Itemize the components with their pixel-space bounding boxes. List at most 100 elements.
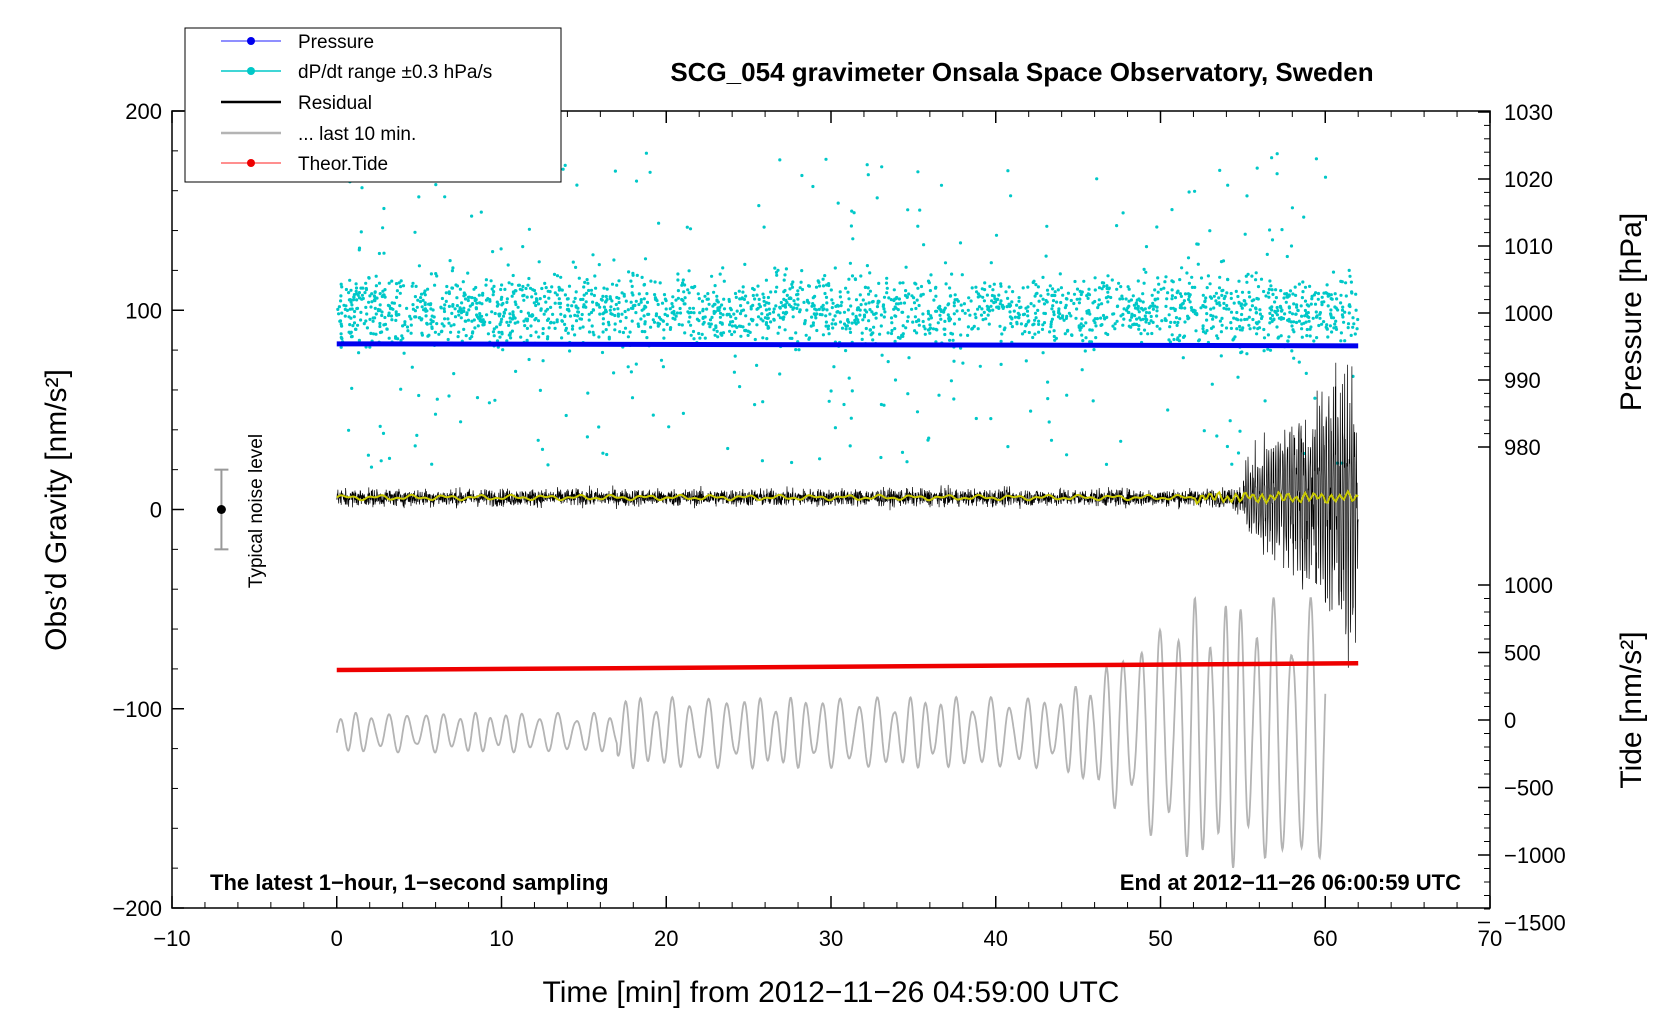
dpdt-point (936, 306, 941, 310)
dpdt-point (374, 284, 378, 288)
dpdt-point (875, 196, 879, 200)
dpdt-point (1197, 338, 1201, 342)
dpdt-point (851, 312, 855, 316)
dpdt-point (643, 257, 648, 261)
dpdt-point (1037, 330, 1041, 334)
dpdt-point (767, 307, 771, 311)
dpdt-point (827, 399, 831, 403)
dpdt-point (1214, 315, 1218, 319)
dpdt-point (373, 316, 377, 320)
dpdt-point (354, 282, 358, 286)
dpdt-point (867, 292, 871, 296)
dpdt-point (840, 326, 845, 330)
dpdt-point (1313, 396, 1317, 400)
dpdt-point (865, 264, 870, 268)
dpdt-point (796, 297, 800, 301)
dpdt-point (778, 306, 782, 310)
dpdt-point (959, 333, 963, 337)
dpdt-point (879, 313, 884, 317)
dpdt-point (609, 305, 613, 309)
dpdt-point (645, 336, 649, 340)
dpdt-point (1181, 356, 1185, 360)
dpdt-point (1008, 302, 1012, 306)
dpdt-point (1266, 291, 1270, 295)
dpdt-point (913, 329, 917, 333)
dpdt-point (668, 307, 672, 311)
dpdt-point (444, 291, 448, 295)
dpdt-point (1224, 307, 1229, 311)
dpdt-point (431, 308, 435, 312)
dpdt-point (1202, 429, 1206, 433)
dpdt-point (917, 303, 921, 308)
dpdt-point (366, 453, 370, 457)
dpdt-point (651, 318, 655, 322)
dpdt-point (998, 302, 1002, 306)
dpdt-point (896, 302, 901, 306)
dpdt-point (1228, 419, 1232, 423)
dpdt-point (514, 302, 518, 307)
dpdt-point (947, 317, 951, 321)
dpdt-point (1251, 317, 1255, 322)
dpdt-point (507, 323, 511, 327)
dpdt-point (874, 311, 878, 315)
dpdt-point (1225, 444, 1229, 449)
dpdt-point (1045, 224, 1049, 228)
dpdt-point (743, 262, 747, 266)
dpdt-point (1017, 313, 1022, 317)
dpdt-point (759, 317, 763, 321)
dpdt-point (547, 326, 551, 330)
dpdt-point (642, 297, 646, 301)
dpdt-point (1056, 315, 1061, 319)
dpdt-point (746, 301, 750, 305)
dpdt-point (1037, 319, 1041, 323)
dpdt-point (604, 328, 608, 332)
dpdt-point (809, 324, 813, 328)
dpdt-point (769, 290, 773, 294)
tide-layer (336, 661, 1359, 673)
dpdt-point (1312, 339, 1316, 343)
dpdt-point (1269, 284, 1273, 288)
dpdt-point (859, 274, 863, 278)
dpdt-point (399, 285, 403, 289)
dpdt-point (582, 293, 586, 297)
dpdt-point (1305, 334, 1309, 338)
dpdt-point (1277, 335, 1281, 339)
dpdt-point (1237, 279, 1241, 283)
legend-marker-pressure (247, 37, 255, 45)
dpdt-point (1010, 325, 1015, 329)
dpdt-point (906, 208, 910, 212)
dpdt-point (492, 327, 496, 331)
dpdt-point (1247, 290, 1251, 294)
dpdt-point (1235, 327, 1239, 331)
dpdt-point (624, 316, 628, 320)
dpdt-point (1050, 307, 1054, 311)
dpdt-point (762, 225, 766, 229)
dpdt-point (760, 312, 764, 316)
dpdt-point (674, 314, 678, 318)
dpdt-point (612, 307, 616, 311)
dpdt-point (732, 370, 737, 374)
dpdt-point (1067, 311, 1071, 315)
dpdt-point (683, 331, 687, 335)
dpdt-point (921, 292, 925, 296)
dpdt-point (1256, 297, 1260, 301)
dpdt-point (1124, 297, 1128, 301)
dpdt-point (927, 281, 931, 285)
dpdt-point (942, 308, 946, 312)
dpdt-point (479, 210, 483, 214)
dpdt-point (1347, 268, 1351, 272)
dpdt-point (1150, 331, 1154, 336)
dpdt-point (1122, 307, 1126, 311)
residual-layer (336, 362, 1359, 668)
dpdt-point (435, 274, 439, 278)
dpdt-point (970, 286, 974, 290)
dpdt-point (882, 403, 886, 407)
dpdt-point (581, 297, 585, 301)
dpdt-point (511, 273, 515, 278)
dpdt-point (508, 331, 512, 335)
last-10-min-layer (335, 596, 1327, 869)
dpdt-point (1339, 301, 1343, 305)
dpdt-point (1288, 289, 1293, 293)
dpdt-point (504, 308, 508, 312)
